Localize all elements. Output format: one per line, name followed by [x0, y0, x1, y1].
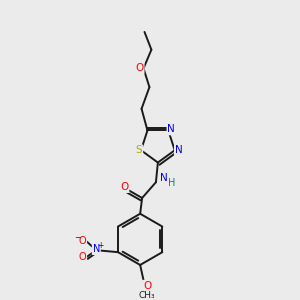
Text: +: +	[97, 241, 103, 250]
Text: O: O	[79, 252, 86, 262]
Text: −: −	[74, 233, 81, 242]
Text: S: S	[136, 145, 142, 155]
Text: CH₃: CH₃	[139, 291, 155, 300]
Text: N: N	[93, 244, 100, 254]
Text: H: H	[168, 178, 176, 188]
Text: O: O	[79, 236, 86, 246]
Text: N: N	[160, 173, 168, 183]
Text: N: N	[175, 145, 183, 155]
Text: O: O	[136, 63, 144, 74]
Text: O: O	[143, 281, 151, 291]
Text: O: O	[120, 182, 128, 192]
Text: N: N	[167, 124, 175, 134]
